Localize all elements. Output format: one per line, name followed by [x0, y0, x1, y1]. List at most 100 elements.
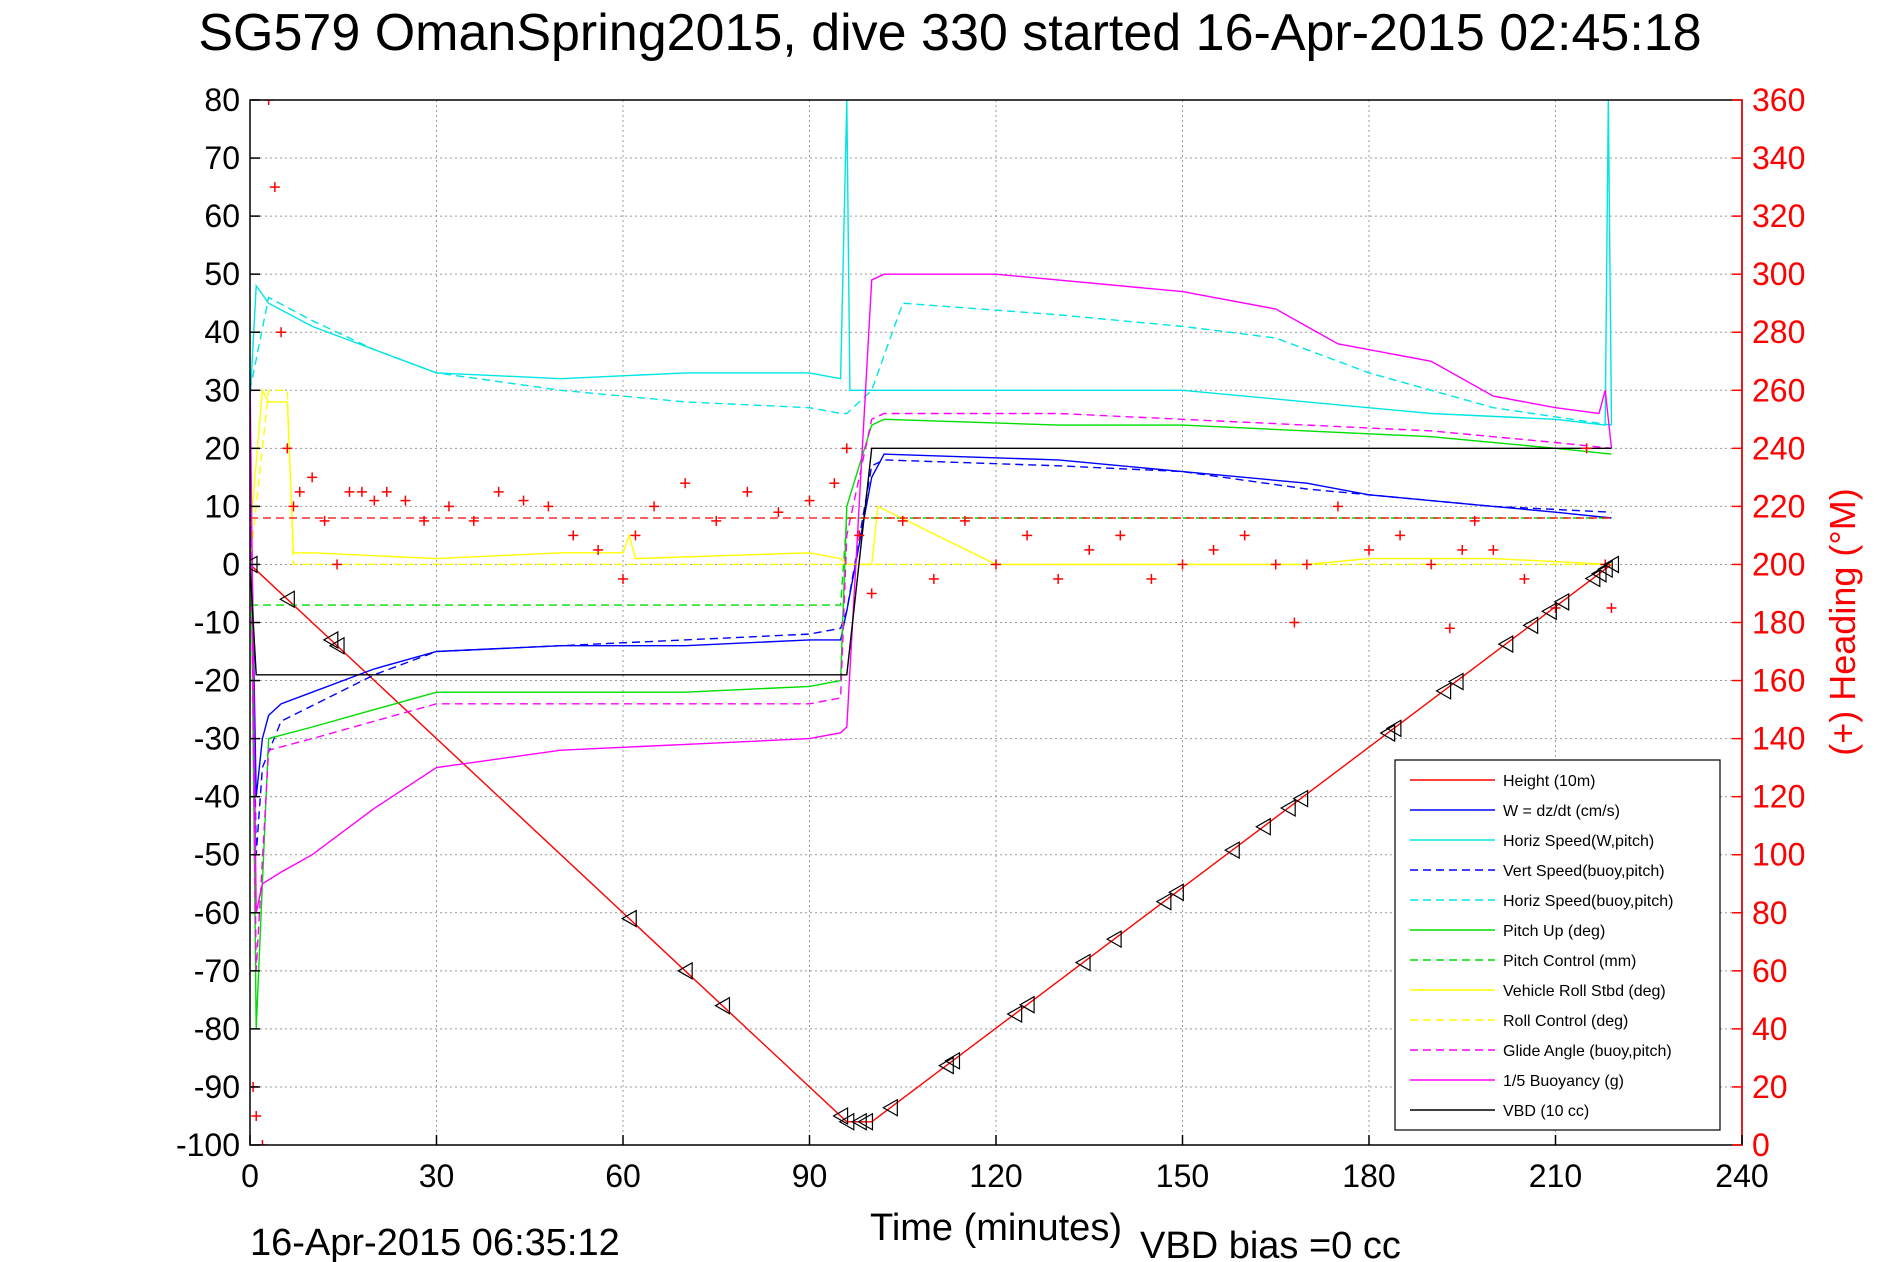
heading-point — [257, 1140, 268, 1145]
heading-point — [854, 530, 865, 541]
x-axis-label: Time (minutes) — [870, 1207, 1122, 1249]
heading-point — [1488, 544, 1499, 555]
height-marker — [1074, 953, 1091, 972]
series-w — [250, 448, 1612, 797]
y-tick-label: 70 — [204, 140, 240, 176]
right-tick-label: 360 — [1752, 82, 1805, 118]
heading-point — [1606, 602, 1617, 613]
heading-point — [1115, 530, 1126, 541]
height-marker — [944, 1051, 961, 1070]
right-tick-label: 80 — [1752, 895, 1788, 931]
x-tick-label: 30 — [419, 1158, 455, 1194]
right-tick-label: 300 — [1752, 256, 1805, 292]
right-tick-label: 20 — [1752, 1069, 1788, 1105]
legend-label-glide_angle: Glide Angle (buoy,pitch) — [1503, 1043, 1672, 1060]
height-marker — [882, 1098, 898, 1117]
heading-point — [1239, 530, 1250, 541]
y-tick-label: 10 — [204, 488, 240, 524]
x-tick-label: 240 — [1715, 1158, 1768, 1194]
heading-point — [307, 472, 318, 483]
height-marker — [676, 961, 693, 980]
heading-point — [1301, 559, 1312, 570]
heading-point — [1519, 573, 1530, 584]
plot-area — [250, 100, 1620, 1145]
heading-point — [1146, 573, 1157, 584]
right-tick-label: 200 — [1752, 546, 1805, 582]
series-horiz_speed_buoy — [250, 296, 1612, 426]
x-tick-label: 0 — [241, 1158, 259, 1194]
heading-point — [1208, 544, 1219, 555]
y-tick-label: -50 — [194, 837, 240, 873]
heading-point — [1084, 544, 1095, 555]
height-marker — [1292, 789, 1309, 808]
y-tick-label: 80 — [204, 82, 240, 118]
heading-point — [1289, 617, 1300, 628]
heading-point — [742, 486, 753, 497]
right-tick-label: 100 — [1752, 837, 1805, 873]
right-tick-label: 120 — [1752, 779, 1805, 815]
heading-point — [1053, 573, 1064, 584]
x-tick-label: 210 — [1529, 1158, 1582, 1194]
legend-label-vert_speed_buoy: Vert Speed(buoy,pitch) — [1503, 863, 1665, 880]
y-tick-label: 60 — [204, 198, 240, 234]
series-buoyancy — [250, 273, 1613, 913]
y-tick-label: -10 — [194, 605, 240, 641]
y-tick-label: -100 — [176, 1127, 240, 1163]
height-marker — [1018, 995, 1035, 1014]
heading-point — [991, 559, 1001, 570]
legend-label-pitch_control: Pitch Control (mm) — [1503, 953, 1636, 970]
height-marker — [1447, 672, 1464, 691]
height-marker — [1522, 616, 1539, 635]
heading-point — [1444, 623, 1455, 634]
y-tick-label: 50 — [204, 256, 240, 292]
right-tick-label: 60 — [1752, 953, 1788, 989]
height-marker — [1105, 930, 1122, 949]
height-marker — [1435, 681, 1452, 700]
heading-point — [1426, 559, 1437, 570]
y-tick-label: -70 — [194, 953, 240, 989]
right-tick-label: 280 — [1752, 314, 1805, 350]
x-tick-label: 150 — [1156, 1158, 1209, 1194]
height-marker — [1168, 883, 1184, 902]
heading-point — [493, 486, 504, 497]
footer-vbd-bias: VBD bias =0 cc — [1140, 1225, 1401, 1262]
heading-point — [829, 478, 840, 489]
heading-point — [680, 478, 691, 489]
height-marker — [857, 1112, 874, 1131]
height-marker — [322, 630, 339, 649]
heading-point — [618, 573, 628, 584]
heading-point — [649, 501, 660, 512]
heading-point — [568, 530, 579, 541]
series-roll_control — [250, 389, 1612, 566]
right-tick-label: 140 — [1752, 721, 1805, 757]
heading-point — [356, 486, 367, 497]
heading-point — [294, 486, 305, 497]
footer-date: 16-Apr-2015 06:35:12 — [250, 1222, 620, 1262]
x-tick-label: 180 — [1342, 1158, 1395, 1194]
y-tick-label: -60 — [194, 895, 240, 931]
heading-point — [381, 486, 392, 497]
legend-label-roll_control: Roll Control (deg) — [1503, 1013, 1628, 1030]
x-axis-ticks: 0 30 60 90 120 150 180 210 240 — [241, 1135, 1769, 1194]
heading-point — [959, 515, 970, 526]
heading-point — [369, 495, 380, 506]
right-tick-label: 160 — [1752, 663, 1805, 699]
height-marker — [851, 1112, 867, 1131]
heading-point — [1270, 559, 1281, 570]
height-marker — [1155, 892, 1172, 911]
heading-point — [1550, 602, 1561, 613]
x-tick-label: 60 — [605, 1158, 641, 1194]
right-tick-label: 40 — [1752, 1011, 1788, 1047]
height-marker — [1385, 719, 1402, 738]
heading-point — [1332, 501, 1343, 512]
height-marker — [1603, 555, 1620, 574]
y-tick-label: 40 — [204, 314, 240, 350]
y-tick-label: -40 — [194, 779, 240, 815]
legend-label-w: W = dz/dt (cm/s) — [1503, 803, 1620, 820]
height-marker — [714, 996, 731, 1015]
right-axis-ticks: 3603403203002802602402202001801601401201… — [1732, 82, 1805, 1163]
heading-point — [282, 443, 293, 454]
height-marker — [328, 636, 345, 655]
series-horiz_speed — [250, 100, 1613, 426]
height-marker — [279, 590, 295, 609]
